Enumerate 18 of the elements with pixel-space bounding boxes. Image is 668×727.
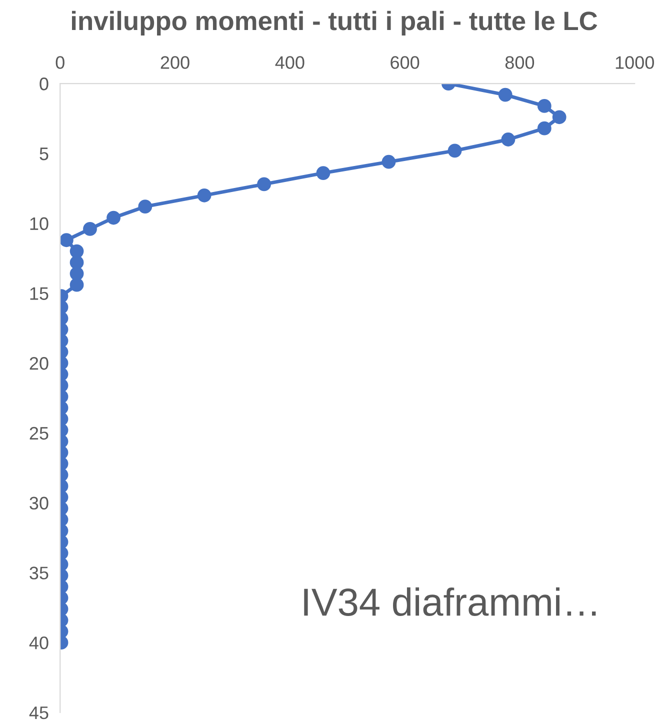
x-tick-label: 800 (505, 56, 534, 69)
annotation: IV34 diaframmi… (304, 587, 596, 616)
y-tick-label: 30 (30, 496, 48, 510)
y-tick-label: 45 (29, 706, 48, 720)
y-tick-label: 40 (29, 636, 48, 650)
y-tick-label: 5 (40, 148, 48, 160)
y-tick-label: 35 (30, 566, 48, 580)
x-tick-label: 1000 (616, 56, 654, 69)
y-tick-label: 0 (40, 78, 48, 90)
y-tick-label: 10 (30, 217, 48, 230)
y-tick-label: 15 (30, 287, 48, 300)
y-tick-label: 20 (30, 357, 48, 370)
y-tick-label: 25 (30, 426, 48, 440)
chart-title: inviluppo momenti - tutti i pali - tutte le LC (72, 10, 598, 36)
x-tick-label: 600 (390, 56, 420, 69)
x-tick-label: 0 (56, 56, 64, 69)
x-tick-label: 200 (160, 56, 190, 69)
x-tick-label: 400 (275, 56, 304, 69)
